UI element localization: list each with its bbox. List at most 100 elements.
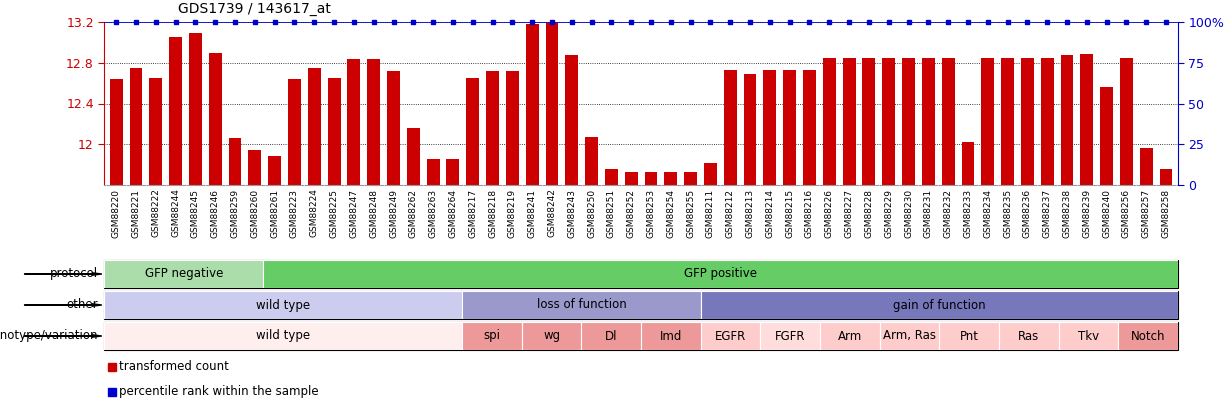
Text: GDS1739 / 143617_at: GDS1739 / 143617_at bbox=[178, 2, 331, 16]
Text: wild type: wild type bbox=[256, 330, 310, 343]
Bar bbox=[264, 260, 1178, 288]
Bar bbox=[820, 322, 880, 350]
Bar bbox=[863, 58, 875, 185]
Text: GSM88220: GSM88220 bbox=[112, 189, 120, 238]
Bar bbox=[104, 322, 463, 350]
Bar bbox=[288, 79, 301, 185]
Text: GSM88237: GSM88237 bbox=[1043, 189, 1052, 238]
Bar bbox=[1040, 58, 1054, 185]
Text: wild type: wild type bbox=[256, 298, 310, 311]
Bar bbox=[962, 142, 974, 185]
Bar bbox=[701, 291, 1178, 319]
Bar bbox=[941, 58, 955, 185]
Bar bbox=[582, 322, 640, 350]
Bar bbox=[761, 322, 820, 350]
Bar bbox=[367, 59, 380, 185]
Bar bbox=[463, 291, 701, 319]
Bar bbox=[783, 70, 796, 185]
Text: GSM88243: GSM88243 bbox=[567, 189, 577, 238]
Text: GSM88259: GSM88259 bbox=[231, 189, 239, 238]
Text: GSM88214: GSM88214 bbox=[766, 189, 774, 238]
Text: wg: wg bbox=[544, 330, 561, 343]
Text: GSM88262: GSM88262 bbox=[409, 189, 418, 238]
Text: GSM88218: GSM88218 bbox=[488, 189, 497, 238]
Text: GSM88244: GSM88244 bbox=[171, 189, 180, 237]
Bar bbox=[999, 322, 1059, 350]
Bar bbox=[104, 260, 264, 288]
Bar bbox=[525, 24, 539, 185]
Text: GSM88215: GSM88215 bbox=[785, 189, 794, 238]
Bar bbox=[104, 291, 463, 319]
Text: GSM88228: GSM88228 bbox=[864, 189, 874, 238]
Bar bbox=[328, 78, 341, 185]
Text: GSM88249: GSM88249 bbox=[389, 189, 398, 238]
Text: genotype/variation: genotype/variation bbox=[0, 330, 98, 343]
Text: transformed count: transformed count bbox=[119, 360, 229, 373]
Bar bbox=[150, 78, 162, 185]
Text: GSM88246: GSM88246 bbox=[211, 189, 220, 238]
Bar bbox=[605, 169, 618, 185]
Text: GSM88263: GSM88263 bbox=[428, 189, 438, 238]
Text: Ras: Ras bbox=[1018, 330, 1039, 343]
Text: GFP negative: GFP negative bbox=[145, 267, 223, 281]
Bar bbox=[407, 128, 420, 185]
Bar bbox=[506, 71, 519, 185]
Text: Notch: Notch bbox=[1131, 330, 1166, 343]
Bar bbox=[701, 322, 761, 350]
Text: Imd: Imd bbox=[660, 330, 682, 343]
Text: GSM88239: GSM88239 bbox=[1082, 189, 1091, 238]
Bar bbox=[566, 55, 578, 185]
Text: gain of function: gain of function bbox=[893, 298, 985, 311]
Bar bbox=[1101, 87, 1113, 185]
Bar bbox=[664, 172, 677, 185]
Text: EGFR: EGFR bbox=[715, 330, 746, 343]
Bar bbox=[823, 58, 836, 185]
Bar bbox=[447, 158, 459, 185]
Text: GSM88245: GSM88245 bbox=[191, 189, 200, 238]
Bar bbox=[1140, 148, 1152, 185]
Bar bbox=[387, 71, 400, 185]
Text: spi: spi bbox=[483, 330, 501, 343]
Text: GFP positive: GFP positive bbox=[685, 267, 757, 281]
Text: GSM88216: GSM88216 bbox=[805, 189, 814, 238]
Text: GSM88221: GSM88221 bbox=[131, 189, 140, 238]
Text: GSM88231: GSM88231 bbox=[924, 189, 933, 238]
Text: Pnt: Pnt bbox=[960, 330, 979, 343]
Text: GSM88256: GSM88256 bbox=[1121, 189, 1131, 238]
Text: GSM88240: GSM88240 bbox=[1102, 189, 1112, 238]
Text: GSM88224: GSM88224 bbox=[309, 189, 319, 237]
Text: GSM88248: GSM88248 bbox=[369, 189, 378, 238]
Bar bbox=[1021, 58, 1034, 185]
Text: GSM88241: GSM88241 bbox=[528, 189, 536, 238]
Bar bbox=[109, 79, 123, 185]
Bar bbox=[248, 150, 261, 185]
Text: other: other bbox=[66, 298, 98, 311]
Text: GSM88255: GSM88255 bbox=[686, 189, 696, 238]
Bar bbox=[763, 70, 777, 185]
Text: GSM88238: GSM88238 bbox=[1063, 189, 1071, 238]
Text: GSM88233: GSM88233 bbox=[963, 189, 973, 238]
Bar bbox=[1120, 58, 1133, 185]
Text: Tkv: Tkv bbox=[1077, 330, 1099, 343]
Bar bbox=[347, 59, 361, 185]
Bar bbox=[843, 58, 855, 185]
Text: Arm, Ras: Arm, Ras bbox=[883, 330, 936, 343]
Bar bbox=[209, 53, 222, 185]
Bar bbox=[585, 137, 598, 185]
Text: loss of function: loss of function bbox=[536, 298, 626, 311]
Bar bbox=[1160, 169, 1173, 185]
Bar bbox=[189, 33, 202, 185]
Text: FGFR: FGFR bbox=[775, 330, 805, 343]
Bar bbox=[744, 74, 757, 185]
Bar bbox=[463, 322, 521, 350]
Bar bbox=[802, 70, 816, 185]
Bar bbox=[882, 58, 896, 185]
Text: GSM88247: GSM88247 bbox=[350, 189, 358, 238]
Bar bbox=[486, 71, 499, 185]
Text: GSM88229: GSM88229 bbox=[885, 189, 893, 238]
Bar bbox=[1001, 58, 1014, 185]
Text: protocol: protocol bbox=[50, 267, 98, 281]
Bar bbox=[1059, 322, 1118, 350]
Bar bbox=[1060, 55, 1074, 185]
Bar bbox=[546, 23, 558, 185]
